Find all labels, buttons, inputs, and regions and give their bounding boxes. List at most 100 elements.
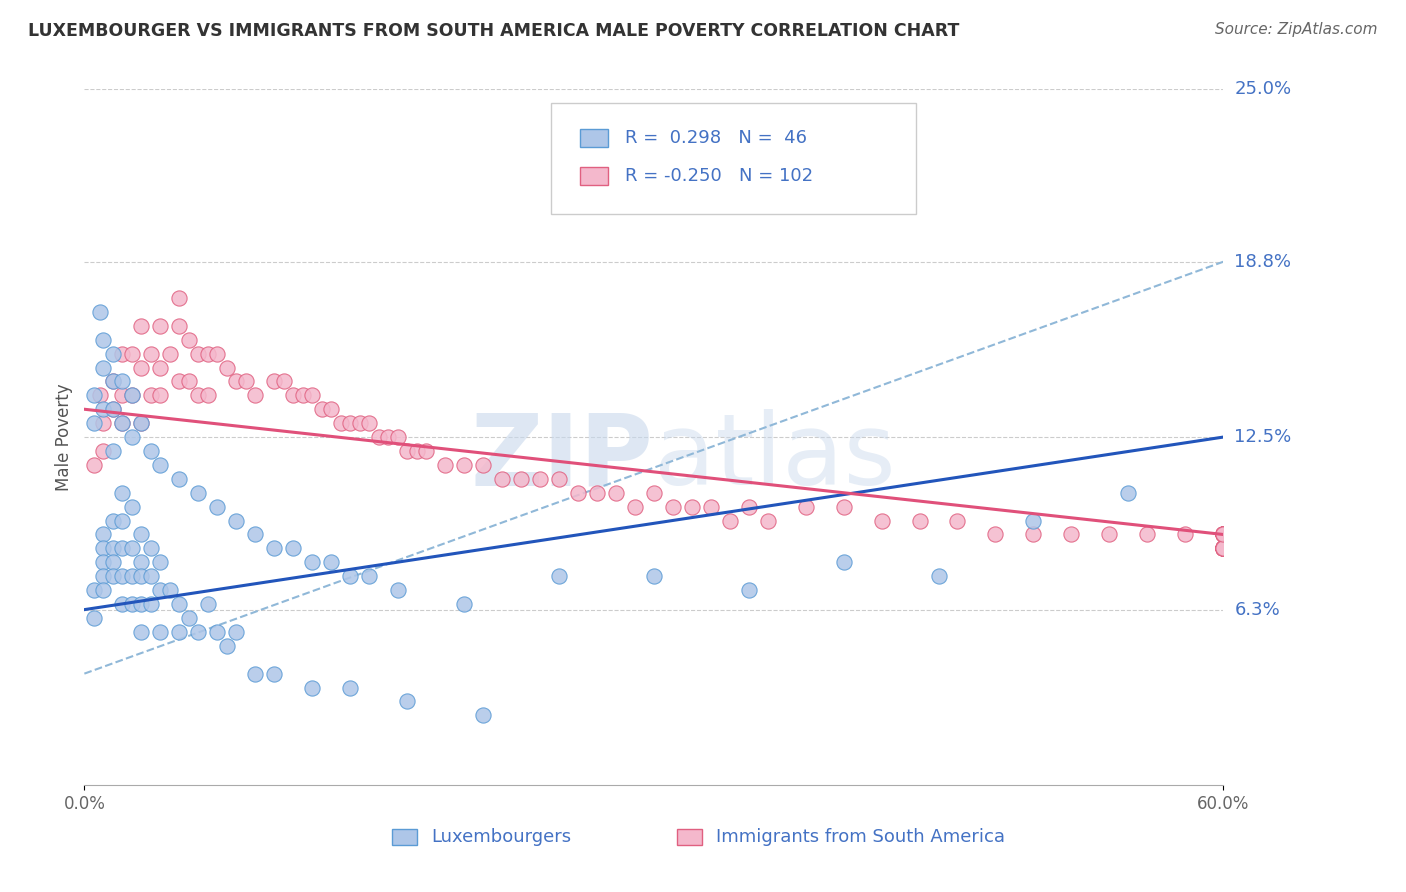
Point (329, 416, 352, 430)
Point (396, 444, 419, 458)
Point (159, 583, 181, 598)
Point (169, 375, 191, 389)
Point (1212, 527, 1234, 541)
Point (586, 485, 609, 500)
Point (121, 500, 143, 514)
Point (1212, 527, 1234, 541)
Point (387, 583, 409, 598)
Point (149, 583, 172, 598)
Text: Luxembourgers: Luxembourgers (432, 828, 572, 847)
Point (225, 375, 247, 389)
Point (1098, 527, 1121, 541)
Point (491, 472, 513, 486)
Point (681, 500, 703, 514)
Point (453, 597, 475, 611)
Point (1022, 514, 1045, 528)
Text: 18.8%: 18.8% (1234, 252, 1291, 271)
Point (870, 514, 893, 528)
Point (548, 472, 571, 486)
Y-axis label: Male Poverty: Male Poverty (55, 384, 73, 491)
Point (984, 527, 1007, 541)
Point (1060, 527, 1083, 541)
Point (311, 402, 333, 417)
Point (169, 291, 191, 305)
Point (93, 555, 115, 569)
Point (101, 375, 124, 389)
Point (149, 555, 172, 569)
Point (339, 569, 361, 583)
Point (367, 430, 389, 444)
Point (738, 500, 761, 514)
Point (111, 416, 134, 430)
Point (149, 360, 172, 375)
Point (121, 597, 143, 611)
Point (159, 346, 181, 360)
Bar (676, 830, 702, 845)
Point (101, 569, 124, 583)
Point (472, 708, 495, 723)
Point (1212, 527, 1234, 541)
Point (139, 597, 162, 611)
Point (93, 527, 115, 541)
Point (908, 514, 931, 528)
Point (225, 624, 247, 639)
Point (139, 444, 162, 458)
Point (273, 375, 295, 389)
Point (131, 597, 153, 611)
Point (1174, 527, 1197, 541)
Point (187, 624, 209, 639)
Point (1118, 485, 1140, 500)
Point (139, 569, 162, 583)
Point (139, 388, 162, 402)
Point (321, 402, 343, 417)
Point (415, 444, 437, 458)
Text: 25.0%: 25.0% (1234, 80, 1292, 98)
Point (111, 514, 134, 528)
Point (215, 639, 238, 653)
Text: R =  0.298   N =  46: R = 0.298 N = 46 (626, 129, 807, 147)
Point (1212, 541, 1234, 556)
Point (89, 388, 111, 402)
Point (405, 444, 427, 458)
Point (283, 388, 305, 402)
Point (149, 458, 172, 472)
Point (111, 541, 134, 556)
Point (93, 541, 115, 556)
Point (121, 569, 143, 583)
Point (245, 388, 267, 402)
Point (624, 500, 647, 514)
Point (149, 318, 172, 333)
Text: 6.3%: 6.3% (1234, 600, 1279, 619)
Point (111, 569, 134, 583)
Point (396, 694, 419, 708)
Point (339, 681, 361, 695)
Point (263, 375, 285, 389)
Point (169, 597, 191, 611)
Point (718, 514, 741, 528)
Point (291, 388, 314, 402)
Point (177, 611, 200, 625)
Point (121, 346, 143, 360)
Text: 12.5%: 12.5% (1234, 428, 1292, 446)
Point (177, 375, 200, 389)
Point (1212, 541, 1234, 556)
Point (1212, 527, 1234, 541)
Point (111, 346, 134, 360)
Point (225, 514, 247, 528)
Point (207, 624, 229, 639)
Point (139, 541, 162, 556)
Point (131, 624, 153, 639)
Point (1212, 527, 1234, 541)
Point (89, 305, 111, 319)
Point (1212, 527, 1234, 541)
Point (101, 555, 124, 569)
Point (93, 583, 115, 598)
Point (101, 541, 124, 556)
Point (1212, 541, 1234, 556)
Point (794, 500, 817, 514)
Point (187, 485, 209, 500)
Point (1212, 541, 1234, 556)
Point (832, 500, 855, 514)
Point (1212, 527, 1234, 541)
Point (529, 472, 551, 486)
